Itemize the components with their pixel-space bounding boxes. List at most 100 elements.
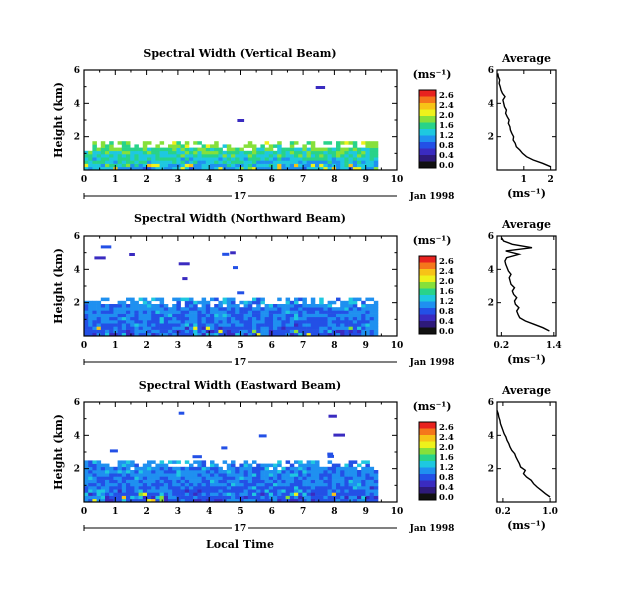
heatmap-cell	[210, 307, 215, 311]
heatmap-cell	[92, 498, 97, 503]
heatmap-cell	[109, 150, 114, 155]
heatmap-cell	[197, 498, 202, 503]
heatmap-cell	[336, 486, 341, 490]
heatmap-cell	[117, 157, 123, 161]
heatmap-cell	[319, 470, 324, 474]
heatmap-cell	[172, 482, 177, 487]
heatmap-cell	[168, 163, 173, 168]
heatmap-cell	[176, 163, 181, 168]
heatmap-cell	[168, 329, 173, 334]
heatmap-cell	[340, 320, 345, 324]
heatmap-cell	[336, 498, 341, 503]
heatmap-cell	[147, 486, 152, 490]
heatmap-cell	[260, 297, 265, 302]
heatmap-cell	[193, 329, 198, 334]
colorbar-swatch	[419, 90, 436, 97]
heatmap-cell	[268, 489, 274, 493]
heatmap-cell	[298, 147, 303, 152]
heatmap-cell	[264, 150, 270, 155]
x-tick-label: 10	[391, 341, 404, 351]
heatmap-cell	[172, 320, 177, 324]
heatmap-cell	[109, 166, 114, 171]
heatmap-cell	[109, 160, 114, 164]
heatmap-cell	[226, 320, 232, 324]
heatmap-cell	[373, 326, 379, 330]
heatmap-cell	[277, 150, 282, 155]
heatmap-cell	[109, 466, 114, 471]
heatmap-cell	[352, 466, 358, 471]
heatmap-cell	[184, 476, 190, 480]
heatmap-cell	[117, 463, 123, 468]
heatmap-cell	[205, 157, 211, 161]
heatmap-cell	[197, 332, 202, 337]
heatmap-cell	[231, 332, 236, 337]
profile-x-tick-label: 1.4	[546, 341, 562, 351]
colorbar-tick-label: 0.4	[439, 317, 454, 327]
panel-title: Spectral Width (Vertical Beam)	[143, 47, 336, 60]
heatmap-cell	[126, 150, 131, 155]
heatmap-cell	[117, 150, 123, 155]
heatmap-cell	[159, 466, 165, 471]
heatmap-cell	[88, 489, 93, 493]
heatmap-cell	[84, 463, 89, 468]
heatmap-cell	[357, 310, 362, 314]
heatmap-cell	[365, 316, 370, 321]
heatmap-cell	[130, 150, 135, 155]
heatmap-cell	[222, 297, 228, 302]
y-axis-label: Height (km)	[52, 248, 65, 324]
heatmap-cell	[126, 466, 131, 471]
heatmap-cell	[264, 326, 270, 330]
heatmap-cell	[344, 141, 349, 145]
colorbar-swatch	[419, 155, 436, 162]
heatmap-cell	[277, 482, 282, 487]
x-tick-label: 7	[300, 341, 306, 351]
heatmap-cell	[285, 157, 291, 161]
heatmap-cell	[252, 147, 257, 152]
heatmap-cell	[168, 147, 173, 152]
heatmap-cell	[348, 163, 354, 168]
heatmap-cell	[113, 316, 118, 321]
heatmap-cell	[151, 486, 156, 490]
heatmap-cell	[315, 495, 320, 500]
heatmap-cell	[117, 492, 123, 496]
heatmap-cell	[273, 498, 278, 503]
heatmap-cell	[369, 320, 375, 324]
heatmap-cell	[294, 323, 299, 327]
heatmap-cell	[172, 141, 177, 145]
heatmap-cell	[239, 316, 244, 321]
heatmap-cell	[340, 466, 345, 471]
heatmap-cell	[210, 486, 215, 490]
heatmap-cell	[226, 166, 232, 171]
heatmap-cell	[184, 150, 190, 155]
heatmap-cell	[214, 482, 219, 487]
heatmap-cell	[323, 470, 328, 474]
heatmap-cell	[121, 470, 127, 474]
heatmap-cell	[315, 163, 320, 168]
heatmap-cell	[130, 326, 135, 330]
heatmap-cell	[121, 163, 127, 168]
heatmap-cell	[155, 157, 160, 161]
heatmap-cell	[184, 498, 190, 503]
heatmap-cell	[331, 313, 337, 318]
heatmap-cell	[92, 332, 97, 337]
heatmap-cell	[260, 316, 265, 321]
heatmap-cell	[130, 498, 135, 503]
heatmap-cell	[268, 495, 274, 500]
heatmap-cell	[168, 310, 173, 314]
heatmap-cell	[189, 326, 194, 330]
heatmap-cell	[302, 297, 307, 302]
heatmap-cell	[298, 316, 303, 321]
heatmap-cell	[289, 147, 295, 152]
heatmap-cell	[260, 320, 265, 324]
y-axis-label: Height (km)	[52, 82, 65, 158]
heatmap-cell	[352, 486, 358, 490]
heatmap-cell	[323, 150, 328, 155]
heatmap-cell	[348, 297, 354, 302]
heatmap-cell	[147, 310, 152, 314]
heatmap-cell	[172, 466, 177, 471]
heatmap-cell	[155, 310, 160, 314]
colorbar-tick-label: 2.6	[439, 91, 454, 101]
heatmap-cell	[84, 460, 89, 464]
heatmap-cell	[205, 166, 211, 171]
heatmap-cell	[142, 147, 148, 152]
